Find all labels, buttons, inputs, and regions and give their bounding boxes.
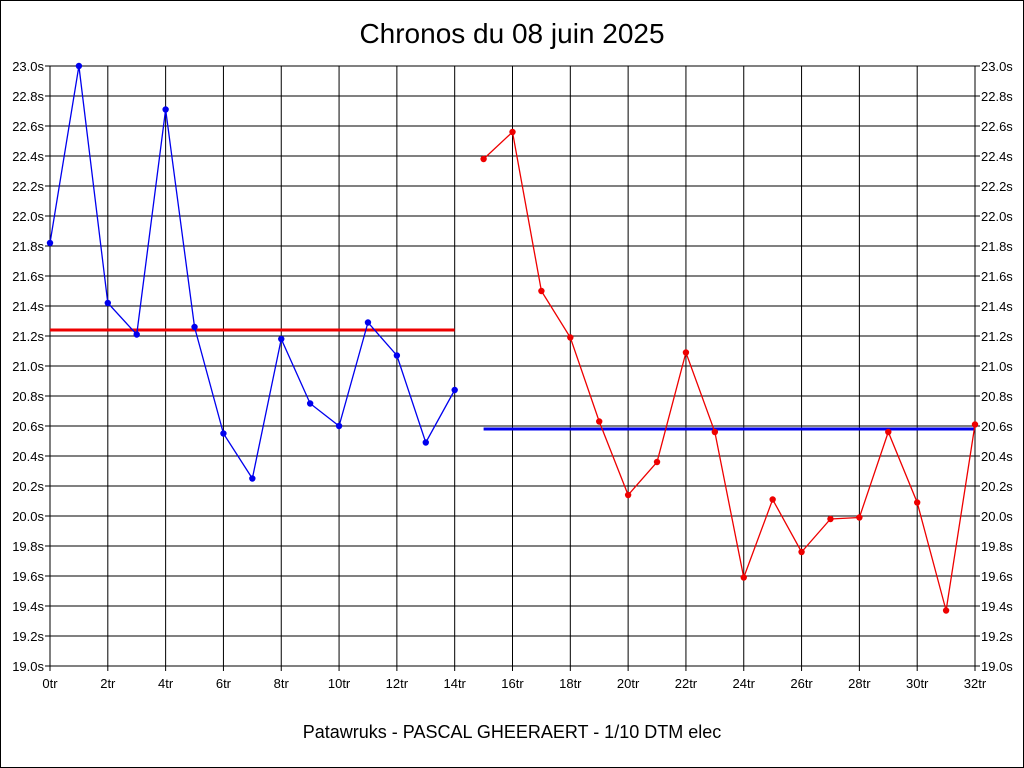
series-2-point xyxy=(798,548,805,556)
series-2-point xyxy=(856,514,863,521)
series-2-point xyxy=(538,287,545,295)
y-tick-label-left: 20.8s xyxy=(12,389,44,404)
y-tick-label-right: 23.0s xyxy=(981,59,1013,74)
series-2-point xyxy=(885,428,892,436)
y-tick-label-left: 20.2s xyxy=(12,479,44,494)
series-2-point xyxy=(624,491,632,499)
y-tick-label-left: 19.6s xyxy=(12,569,44,584)
y-tick-label-left: 22.6s xyxy=(12,119,44,134)
x-tick-label: 8tr xyxy=(274,676,290,691)
x-tick-label: 6tr xyxy=(216,676,232,691)
series-1-point xyxy=(133,331,140,338)
y-tick-label-right: 22.4s xyxy=(981,149,1013,164)
y-tick-label-right: 21.6s xyxy=(981,269,1013,284)
series-2-point xyxy=(942,607,950,614)
series-1-point xyxy=(75,62,83,70)
series-line-2 xyxy=(483,130,976,611)
x-tick-label: 2tr xyxy=(100,676,116,691)
series-1-point xyxy=(278,335,285,343)
y-tick-label-right: 21.4s xyxy=(981,299,1013,314)
y-tick-label-right: 19.6s xyxy=(981,569,1013,584)
series-1-point xyxy=(335,422,343,430)
series-2-point xyxy=(711,428,719,436)
series-1-point xyxy=(422,439,429,446)
series-2-point xyxy=(769,496,776,503)
series-2-point xyxy=(913,499,921,506)
chart-subtitle: Patawruks - PASCAL GHEERAERT - 1/10 DTM … xyxy=(302,722,722,742)
series-2-point xyxy=(480,155,487,163)
x-tick-label: 20tr xyxy=(617,676,640,691)
series-1-point xyxy=(451,386,458,394)
x-tick-label: 28tr xyxy=(848,676,871,691)
y-tick-label-left: 19.0s xyxy=(12,659,44,674)
series-1-point xyxy=(249,475,256,482)
series-2-point xyxy=(682,349,690,356)
y-tick-label-right: 22.8s xyxy=(981,89,1013,104)
series-1-point xyxy=(191,323,198,331)
x-tick-label: 18tr xyxy=(559,676,582,691)
series-2-point xyxy=(509,128,516,136)
y-tick-label-left: 20.0s xyxy=(12,509,44,524)
series-1-point xyxy=(220,430,227,437)
chart-title: Chronos du 08 juin 2025 xyxy=(359,18,665,49)
x-tick-label: 24tr xyxy=(733,676,756,691)
y-tick-label-left: 19.4s xyxy=(12,599,44,614)
y-tick-label-left: 22.2s xyxy=(12,179,44,194)
series-1-point xyxy=(393,352,401,359)
y-tick-label-right: 22.6s xyxy=(981,119,1013,134)
series-2-point xyxy=(567,334,574,341)
x-tick-label: 0tr xyxy=(42,676,58,691)
y-tick-label-right: 20.4s xyxy=(981,449,1013,464)
x-tick-label: 26tr xyxy=(790,676,813,691)
y-tick-label-right: 20.6s xyxy=(981,419,1013,434)
y-tick-label-right: 21.8s xyxy=(981,239,1013,254)
y-tick-label-right: 20.2s xyxy=(981,479,1013,494)
x-tick-label: 4tr xyxy=(158,676,174,691)
series-2-point xyxy=(971,421,979,428)
y-tick-label-left: 19.8s xyxy=(12,539,44,554)
series-line-1 xyxy=(49,65,456,481)
y-tick-label-left: 20.4s xyxy=(12,449,44,464)
series-1-point xyxy=(46,239,54,247)
series-1-point xyxy=(306,400,314,407)
y-tick-label-right: 22.0s xyxy=(981,209,1013,224)
x-tick-label: 10tr xyxy=(328,676,351,691)
y-tick-label-right: 19.2s xyxy=(981,629,1013,644)
y-tick-label-right: 20.0s xyxy=(981,509,1013,524)
series-1-point xyxy=(364,319,372,326)
y-tick-label-right: 22.2s xyxy=(981,179,1013,194)
x-tick-label: 22tr xyxy=(675,676,698,691)
y-tick-label-left: 21.0s xyxy=(12,359,44,374)
y-tick-label-left: 22.0s xyxy=(12,209,44,224)
y-tick-label-left: 21.6s xyxy=(12,269,44,284)
series-2-point xyxy=(740,574,747,581)
y-tick-label-left: 19.2s xyxy=(12,629,44,644)
y-tick-label-right: 21.2s xyxy=(981,329,1013,344)
y-tick-label-left: 21.4s xyxy=(12,299,44,314)
series-1-point xyxy=(104,299,112,307)
plot-area-border xyxy=(49,65,976,667)
y-tick-label-left: 20.6s xyxy=(12,419,44,434)
y-tick-label-right: 19.8s xyxy=(981,539,1013,554)
y-tick-label-left: 21.8s xyxy=(12,239,44,254)
x-tick-label: 32tr xyxy=(964,676,987,691)
series-2-point xyxy=(596,418,603,425)
y-tick-label-right: 20.8s xyxy=(981,389,1013,404)
y-tick-label-left: 21.2s xyxy=(12,329,44,344)
y-tick-label-left: 22.4s xyxy=(12,149,44,164)
series-2-point xyxy=(653,458,661,466)
x-tick-label: 30tr xyxy=(906,676,929,691)
x-tick-label: 14tr xyxy=(443,676,466,691)
y-tick-label-left: 22.8s xyxy=(12,89,44,104)
x-tick-label: 16tr xyxy=(501,676,524,691)
y-tick-label-right: 21.0s xyxy=(981,359,1013,374)
y-tick-label-right: 19.0s xyxy=(981,659,1013,674)
y-tick-label-left: 23.0s xyxy=(12,59,44,74)
series-2-point xyxy=(827,515,834,523)
y-tick-label-right: 19.4s xyxy=(981,599,1013,614)
x-tick-label: 12tr xyxy=(386,676,409,691)
series-1-point xyxy=(162,106,169,113)
